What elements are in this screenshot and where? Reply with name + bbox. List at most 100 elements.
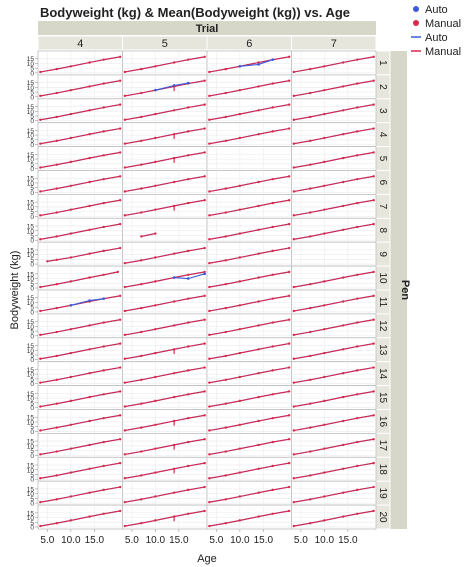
manual-series-line	[124, 127, 205, 145]
manual-point	[356, 512, 359, 515]
manual-point	[208, 309, 211, 313]
auto-point	[172, 276, 176, 279]
trial-strip-label: 7	[331, 38, 337, 50]
manual-point	[257, 204, 260, 208]
manual-point	[55, 474, 58, 477]
facet-cell	[122, 50, 208, 76]
manual-point	[238, 423, 242, 426]
manual-series-line	[124, 104, 205, 121]
manual-point	[55, 91, 58, 95]
manual-point	[287, 55, 291, 59]
manual-point	[224, 235, 227, 238]
manual-series-line	[124, 438, 205, 455]
y-tick-label: 15	[27, 391, 35, 398]
manual-point	[341, 348, 345, 351]
manual-point	[287, 294, 291, 298]
manual-point	[309, 139, 312, 143]
manual-point	[140, 402, 143, 405]
manual-point	[123, 357, 127, 360]
manual-point	[238, 447, 242, 450]
manual-point	[140, 235, 143, 238]
y-tick-label: 10	[27, 515, 35, 522]
y-tick-label: 5	[30, 257, 34, 264]
x-tick-label: 15.0	[85, 535, 105, 546]
manual-point	[224, 211, 227, 214]
manual-point	[102, 416, 105, 420]
manual-series-line	[40, 151, 121, 169]
manual-point	[203, 318, 206, 321]
manual-point	[208, 381, 211, 384]
manual-point	[238, 471, 242, 474]
manual-point	[323, 519, 326, 522]
y-tick-label: 0	[30, 142, 34, 149]
manual-point	[102, 488, 105, 492]
manual-point	[287, 509, 291, 513]
y-tick-label: 0	[30, 70, 34, 77]
manual-point	[123, 500, 127, 504]
manual-point	[187, 58, 190, 61]
manual-point	[187, 106, 190, 109]
manual-point	[257, 180, 260, 184]
manual-point	[292, 381, 296, 384]
manual-point	[55, 283, 58, 286]
manual-point	[323, 495, 326, 498]
manual-point	[102, 154, 105, 157]
manual-point	[102, 393, 105, 396]
manual-point	[224, 91, 227, 95]
manual-series-line	[293, 462, 374, 479]
facet-cell	[37, 313, 123, 339]
y-tick-label: 5	[30, 281, 34, 288]
manual-series-line	[40, 414, 121, 432]
y-tick-label: 5	[30, 496, 34, 503]
manual-point	[118, 79, 122, 82]
manual-point	[372, 390, 375, 393]
manual-point	[118, 103, 122, 106]
manual-point	[372, 55, 375, 59]
auto-point	[69, 303, 73, 307]
manual-series-line	[209, 223, 290, 240]
y-tick-label: 10	[27, 491, 35, 498]
manual-point	[287, 222, 291, 226]
y-tick-label: 10	[27, 396, 35, 403]
auto-point	[186, 81, 190, 85]
manual-point	[102, 249, 105, 253]
manual-point	[55, 235, 58, 238]
y-tick-label: 10	[27, 252, 35, 259]
manual-point	[123, 118, 127, 121]
facet-cell	[291, 289, 377, 315]
manual-point	[55, 115, 58, 119]
pen-strip-label: 10	[377, 272, 388, 284]
manual-point	[287, 342, 291, 345]
manual-point	[118, 509, 122, 513]
y-tick-label: 0	[30, 477, 34, 484]
manual-point	[292, 477, 296, 480]
manual-point	[323, 304, 326, 307]
manual-point	[257, 61, 260, 64]
manual-point	[309, 283, 312, 286]
manual-point	[287, 79, 291, 82]
manual-point	[187, 201, 190, 205]
y-tick-label: 0	[30, 286, 34, 293]
trial-strip-label: 4	[77, 38, 83, 50]
manual-point	[224, 426, 227, 429]
y-tick-label: 5	[30, 113, 34, 120]
manual-point	[257, 85, 260, 88]
manual-series-line	[124, 56, 205, 73]
manual-point	[372, 151, 375, 154]
manual-point	[287, 318, 291, 321]
manual-point	[39, 118, 42, 121]
manual-point	[187, 464, 190, 468]
manual-point	[323, 65, 326, 68]
manual-point	[187, 512, 190, 515]
manual-series-line	[293, 175, 374, 193]
manual-point	[372, 438, 375, 441]
manual-series-line	[209, 390, 290, 408]
y-tick-label: 15	[27, 152, 35, 159]
manual-point	[323, 136, 326, 140]
y-tick-label: 5	[30, 90, 34, 97]
manual-point	[292, 142, 296, 145]
manual-point	[118, 55, 122, 59]
manual-point	[172, 252, 176, 255]
manual-point	[257, 252, 260, 255]
manual-point	[208, 94, 211, 98]
